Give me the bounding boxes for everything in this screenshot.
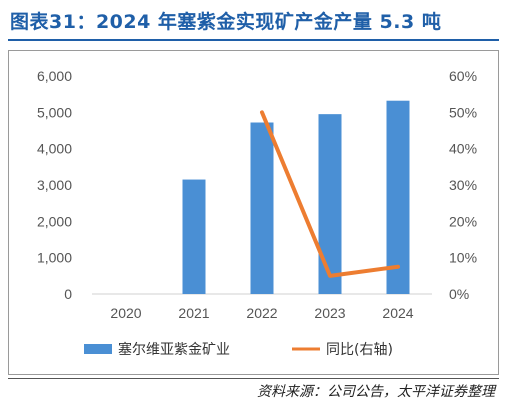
- x-tick-label: 2023: [314, 305, 345, 321]
- y-left-tick-label: 1,000: [37, 250, 72, 266]
- legend-bar-label: 塞尔维亚紫金矿业: [118, 341, 230, 358]
- x-tick-label: 2022: [246, 305, 277, 321]
- y-right-tick-label: 0%: [449, 286, 469, 302]
- title-bar: 图表31：2024 年塞紫金实现矿产金产量 5.3 吨: [0, 0, 507, 42]
- bar: [182, 179, 206, 294]
- legend-line-label: 同比(右轴): [326, 342, 393, 358]
- x-axis-labels: 2020 2021 2022 2023 2024: [110, 305, 413, 321]
- line-series: [260, 110, 400, 278]
- y-left-tick-label: 0: [64, 286, 72, 302]
- legend: 塞尔维亚紫金矿业 同比(右轴): [84, 341, 393, 358]
- legend-bar-swatch: [84, 344, 112, 354]
- y-left-tick-label: 6,000: [37, 68, 72, 84]
- x-tick-label: 2020: [110, 305, 141, 321]
- source-note: 资料来源：公司公告，太平洋证券整理: [257, 384, 495, 400]
- x-tick-label: 2024: [382, 305, 413, 321]
- x-tick-label: 2021: [178, 305, 209, 321]
- y-right-tick-label: 10%: [449, 250, 477, 266]
- y-axis-right: 0% 10% 20% 30% 40% 50% 60%: [449, 68, 477, 302]
- figure-title: 图表31：2024 年塞紫金实现矿产金产量 5.3 吨: [10, 11, 442, 33]
- y-left-tick-label: 5,000: [37, 104, 72, 120]
- yoy-line: [260, 110, 400, 278]
- y-right-tick-label: 60%: [449, 68, 477, 84]
- y-right-tick-label: 40%: [449, 141, 477, 157]
- y-left-tick-label: 3,000: [37, 177, 72, 193]
- source-rule: [8, 378, 499, 379]
- bar: [318, 114, 342, 295]
- y-axis-left: 0 1,000 2,000 3,000 4,000 5,000 6,000: [37, 68, 72, 302]
- y-right-tick-label: 50%: [449, 104, 477, 120]
- y-left-tick-label: 4,000: [37, 141, 72, 157]
- y-right-tick-label: 30%: [449, 177, 477, 193]
- title-rule: [8, 39, 499, 41]
- y-right-tick-label: 20%: [449, 213, 477, 229]
- bar-series: [182, 100, 410, 295]
- chart-frame: [8, 50, 499, 375]
- y-left-tick-label: 2,000: [37, 213, 72, 229]
- bar: [250, 122, 274, 294]
- bar: [386, 100, 410, 294]
